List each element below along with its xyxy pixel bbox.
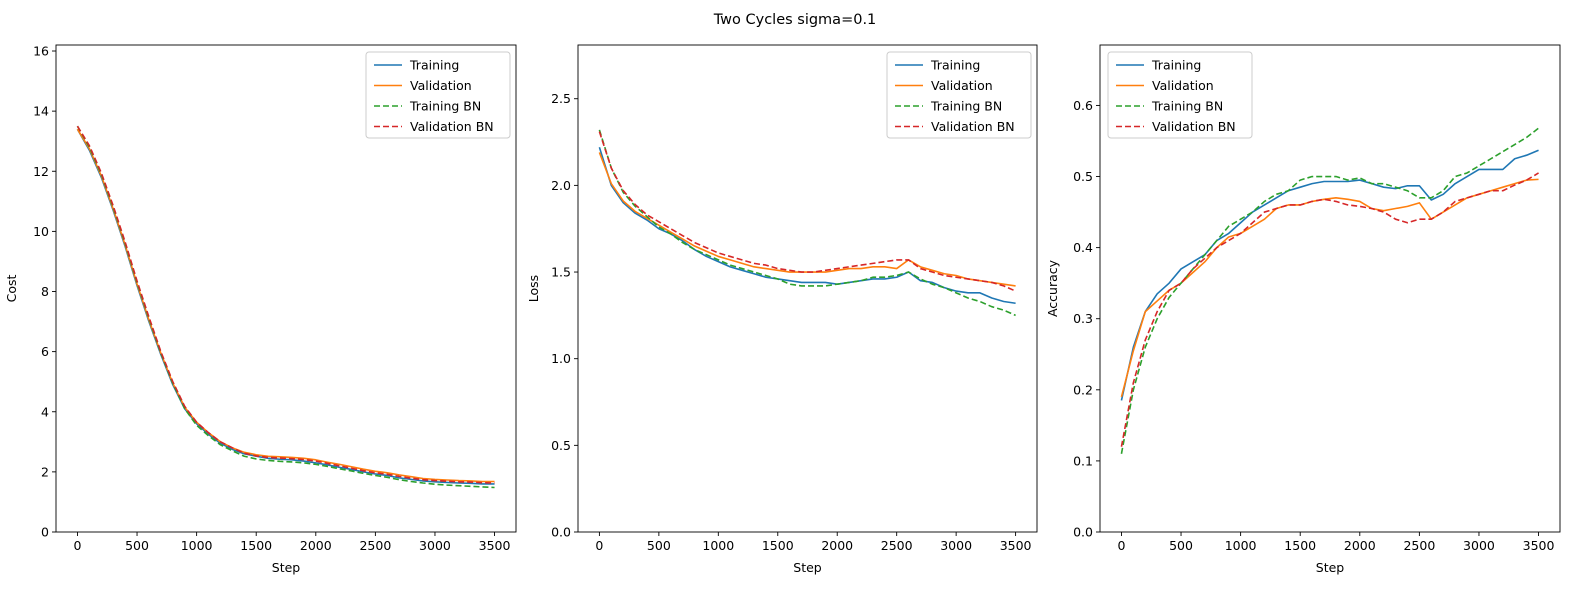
x-tick-label: 1500 bbox=[240, 538, 272, 553]
y-tick-label: 2 bbox=[41, 464, 49, 479]
x-tick-label: 2000 bbox=[821, 538, 853, 553]
legend: Training Validation Training BN Validation … bbox=[886, 51, 1032, 139]
series-line-validation-bn bbox=[598, 131, 1016, 292]
legend-label: Training BN bbox=[930, 99, 1002, 114]
y-axis-label: Loss bbox=[526, 275, 541, 302]
series-line-validation-bn bbox=[76, 125, 495, 484]
plot-frame bbox=[577, 44, 1038, 533]
x-tick-label: 1000 bbox=[181, 538, 213, 553]
legend-label: Validation BN bbox=[1152, 119, 1236, 134]
x-tick-label: 2500 bbox=[359, 538, 391, 553]
legend-label: Validation bbox=[410, 78, 472, 93]
figure-title: Two Cycles sigma=0.1 bbox=[713, 12, 877, 28]
series-lines bbox=[76, 125, 495, 489]
x-tick-label: 1500 bbox=[762, 538, 794, 553]
plot-frame bbox=[55, 44, 517, 533]
plot-frame bbox=[1099, 44, 1561, 533]
x-tick-label: 0 bbox=[73, 538, 81, 553]
legend-label: Training bbox=[1151, 58, 1201, 73]
y-tick-label: 0.4 bbox=[1073, 240, 1093, 255]
y-tick-label: 0.2 bbox=[1073, 382, 1093, 397]
series-line-validation-bn bbox=[1120, 172, 1539, 447]
chart-panel-loss: 0 500 1000 1500 2000 2500 3000 3500 0.0 0.5 1.0 1.5… bbox=[526, 44, 1038, 575]
legend-label: Validation BN bbox=[410, 119, 494, 134]
y-tick-label: 1.5 bbox=[551, 265, 571, 280]
legend-box bbox=[1107, 51, 1253, 139]
x-tick-label: 500 bbox=[1169, 538, 1193, 553]
y-tick-label: 0.1 bbox=[1073, 453, 1093, 468]
x-tick-label: 0 bbox=[1117, 538, 1125, 553]
y-tick-label: 16 bbox=[33, 44, 49, 59]
y-tick-label: 0.5 bbox=[1073, 169, 1093, 184]
legend-label: Validation bbox=[931, 78, 993, 93]
x-tick-label: 500 bbox=[125, 538, 149, 553]
legend: Training Validation Training BN Validation … bbox=[365, 51, 511, 139]
x-tick-label: 2000 bbox=[300, 538, 332, 553]
y-tick-label: 4 bbox=[41, 404, 49, 419]
x-tick-label: 1000 bbox=[702, 538, 734, 553]
x-tick-label: 2000 bbox=[1344, 538, 1376, 553]
y-tick-label: 12 bbox=[33, 164, 49, 179]
chart-panel-accuracy: 0 500 1000 1500 2000 2500 3000 3500 0.0 0.1 0.2 0.3… bbox=[1045, 44, 1561, 575]
series-line-training-bn bbox=[598, 129, 1016, 317]
y-tick-label: 2.5 bbox=[551, 91, 571, 106]
legend-label: Training BN bbox=[409, 99, 481, 114]
x-tick-label: 1500 bbox=[1284, 538, 1316, 553]
x-tick-label: 3500 bbox=[1000, 538, 1032, 553]
chart-panel-cost: 0 500 1000 1500 2000 2500 3000 3500 0 2 4 6 8 10 12 14 1… bbox=[4, 44, 517, 575]
x-tick-label: 3000 bbox=[419, 538, 451, 553]
legend-label: Training bbox=[409, 58, 459, 73]
y-tick-label: 0.3 bbox=[1073, 311, 1093, 326]
x-tick-label: 500 bbox=[647, 538, 671, 553]
legend-label: Training BN bbox=[1151, 99, 1223, 114]
x-axis-label: Step bbox=[793, 560, 822, 575]
y-tick-label: 0.5 bbox=[551, 438, 571, 453]
series-line-training bbox=[1120, 149, 1539, 401]
x-tick-label: 3000 bbox=[1463, 538, 1495, 553]
legend-box bbox=[886, 51, 1032, 139]
x-tick-label: 1000 bbox=[1225, 538, 1257, 553]
y-tick-label: 14 bbox=[33, 104, 49, 119]
x-tick-label: 3500 bbox=[1523, 538, 1555, 553]
y-tick-label: 1.0 bbox=[551, 351, 571, 366]
legend-label: Validation BN bbox=[931, 119, 1015, 134]
series-lines bbox=[598, 129, 1016, 317]
y-tick-label: 6 bbox=[41, 344, 49, 359]
y-tick-label: 0 bbox=[41, 525, 49, 540]
y-tick-label: 0.0 bbox=[551, 525, 571, 540]
y-tick-label: 0.6 bbox=[1073, 98, 1093, 113]
x-tick-label: 2500 bbox=[881, 538, 913, 553]
y-axis-label: Accuracy bbox=[1045, 259, 1060, 317]
y-tick-label: 8 bbox=[41, 284, 49, 299]
x-tick-label: 2500 bbox=[1403, 538, 1435, 553]
legend-label: Training bbox=[930, 58, 980, 73]
y-tick-label: 2.0 bbox=[551, 178, 571, 193]
x-tick-label: 3500 bbox=[479, 538, 511, 553]
panels: 0 500 1000 1500 2000 2500 3000 3500 0 2 4 6 8 10 12 14 1… bbox=[4, 44, 1561, 575]
legend-box bbox=[365, 51, 511, 139]
legend-label: Validation bbox=[1152, 78, 1214, 93]
y-axis-label: Cost bbox=[4, 275, 19, 303]
x-axis-label: Step bbox=[272, 560, 301, 575]
y-tick-label: 0.0 bbox=[1073, 525, 1093, 540]
series-lines bbox=[1120, 127, 1540, 454]
x-axis-label: Step bbox=[1316, 560, 1345, 575]
legend: Training Validation Training BN Validation … bbox=[1107, 51, 1253, 139]
x-tick-label: 3000 bbox=[940, 538, 972, 553]
x-tick-label: 0 bbox=[595, 538, 603, 553]
y-tick-label: 10 bbox=[33, 224, 49, 239]
